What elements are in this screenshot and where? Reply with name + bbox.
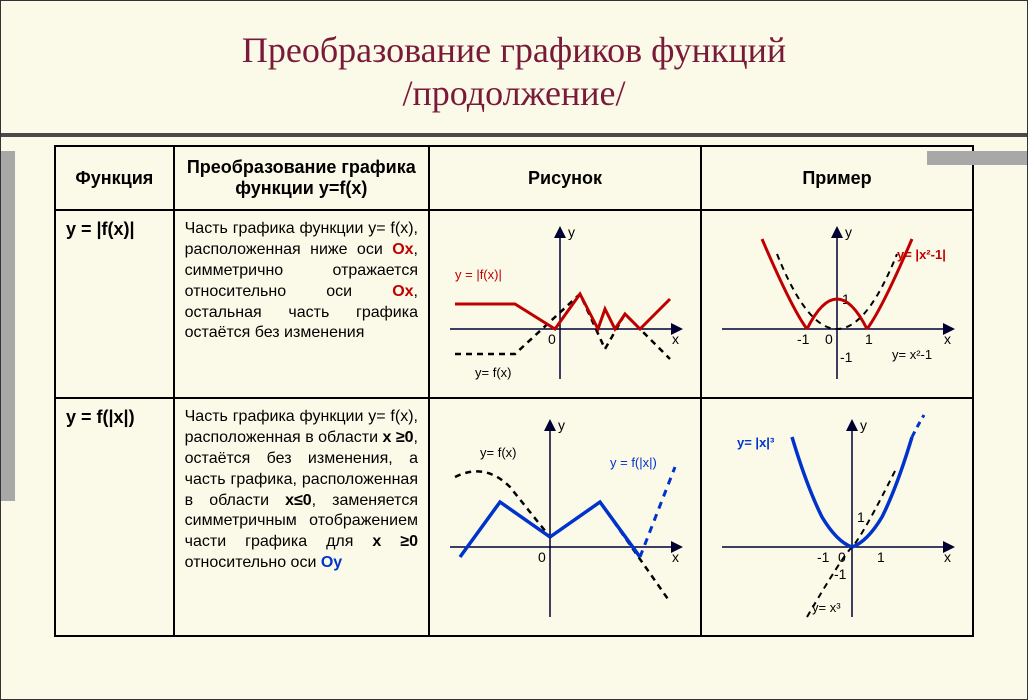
svg-text:0: 0 (548, 331, 556, 347)
row-abs-fx: y = |f(x)| Часть графика функции y= f(x)… (55, 210, 973, 398)
svg-text:y: y (845, 224, 852, 240)
svg-text:x: x (672, 331, 679, 347)
graph-absx-cubed: y x 0 1 -1 1 -1 y= |x|³ y= x³ (712, 407, 962, 627)
right-accent-bar (927, 151, 1027, 165)
left-accent-bar (1, 151, 15, 501)
svg-text:x: x (944, 549, 951, 565)
example-f-absx: y x 0 1 -1 1 -1 y= |x|³ y= x³ (701, 398, 973, 636)
graph-abs-fx: y x 0 y = |f(x)| y= f(x) (440, 219, 690, 389)
func-f-absx: y = f(|x|) (55, 398, 174, 636)
svg-text:y= f(x): y= f(x) (480, 445, 516, 460)
svg-text:y= |x²-1|: y= |x²-1| (897, 247, 946, 262)
svg-text:1: 1 (865, 331, 873, 347)
slide-title: Преобразование графиков функций /продолж… (1, 1, 1027, 115)
svg-text:y= |x|³: y= |x|³ (737, 435, 775, 450)
svg-text:y= x²-1: y= x²-1 (892, 347, 932, 362)
svg-text:x: x (672, 549, 679, 565)
transform-table: Функция Преобразование графика функции y… (54, 145, 974, 637)
svg-text:-1: -1 (840, 349, 853, 365)
svg-text:0: 0 (538, 549, 546, 565)
ox-highlight: Ох (392, 283, 413, 300)
svg-text:1: 1 (877, 549, 885, 565)
oy-highlight: Оу (321, 554, 342, 571)
graph-abs-x2-1: y x 0 1 -1 1 -1 y= |x²-1| y= x²-1 (712, 219, 962, 389)
divider-bar (1, 133, 1027, 137)
svg-text:y: y (860, 417, 867, 433)
svg-text:y = |f(x)|: y = |f(x)| (455, 267, 502, 282)
svg-text:y: y (558, 417, 565, 433)
desc-f-absx: Часть графика функции y= f(x), расположе… (174, 398, 429, 636)
desc-abs-fx: Часть графика функции y= f(x), расположе… (174, 210, 429, 398)
header-row: Функция Преобразование графика функции y… (55, 146, 973, 210)
svg-text:y: y (568, 224, 575, 240)
title-line2: /продолжение/ (403, 73, 626, 113)
svg-text:y= f(x): y= f(x) (475, 365, 511, 380)
svg-text:0: 0 (825, 331, 833, 347)
header-function: Функция (55, 146, 174, 210)
svg-text:-1: -1 (797, 331, 810, 347)
figure-f-absx: y x 0 y= f(x) y = f(|x|) (429, 398, 701, 636)
row-f-absx: y = f(|x|) Часть графика функции y= f(x)… (55, 398, 973, 636)
example-abs-fx: y x 0 1 -1 1 -1 y= |x²-1| y= x²-1 (701, 210, 973, 398)
header-figure: Рисунок (429, 146, 701, 210)
svg-text:-1: -1 (817, 549, 830, 565)
func-abs-fx: y = |f(x)| (55, 210, 174, 398)
figure-abs-fx: y x 0 y = |f(x)| y= f(x) (429, 210, 701, 398)
svg-text:y= x³: y= x³ (812, 600, 841, 615)
title-line1: Преобразование графиков функций (242, 30, 786, 70)
graph-f-absx: y x 0 y= f(x) y = f(|x|) (440, 407, 690, 627)
header-description: Преобразование графика функции y=f(x) (174, 146, 429, 210)
svg-text:1: 1 (857, 509, 865, 525)
svg-text:x: x (944, 331, 951, 347)
svg-text:y = f(|x|): y = f(|x|) (610, 455, 657, 470)
ox-highlight: Ох (392, 241, 413, 258)
